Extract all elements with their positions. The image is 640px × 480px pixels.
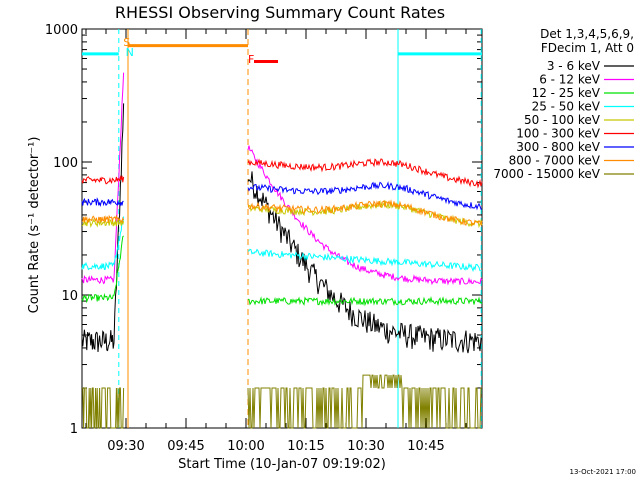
legend-label: 7000 - 15000 keV <box>493 167 600 181</box>
series-line-post <box>247 158 483 189</box>
legend-header-1: Det 1,3,4,5,6,9, <box>540 27 634 41</box>
series-line-pre <box>81 197 124 208</box>
y-tick-label: 1 <box>70 422 78 437</box>
saa-start-label: S <box>123 36 130 49</box>
series-line-post <box>247 181 483 211</box>
series-line-pre <box>82 387 125 429</box>
y-tick-label: 100 <box>53 156 78 171</box>
legend-label: 50 - 100 keV <box>524 113 601 127</box>
series-line-post <box>247 199 483 227</box>
x-tick-label: 09:45 <box>167 439 204 454</box>
y-tick-label: 1000 <box>45 23 78 38</box>
legend-header-2: FDecim 1, Att 0 <box>541 41 634 55</box>
series-line-pre <box>81 175 125 185</box>
series-line-pre <box>81 216 125 271</box>
legend-label: 12 - 25 keV <box>532 86 601 100</box>
y-axis-label: Count Rate (s⁻¹ detector⁻¹) <box>27 137 42 314</box>
plot-area: 1 10 100 1000 09:30 09:45 10:00 10:15 10:30 10:45… <box>45 23 483 454</box>
series-line-post <box>247 248 482 273</box>
legend: Det 1,3,4,5,6,9, FDecim 1, Att 0 3 - 6 k… <box>493 27 634 181</box>
x-tick-label: 09:30 <box>107 439 144 454</box>
footer-date: 13-Oct-2021 17:00 <box>570 468 636 476</box>
legend-label: 3 - 6 keV <box>547 59 601 73</box>
legend-label: 800 - 7000 keV <box>509 154 601 168</box>
x-tick-label: 10:30 <box>347 439 384 454</box>
chart-title: RHESSI Observing Summary Count Rates <box>115 3 445 22</box>
legend-label: 100 - 300 keV <box>516 127 600 141</box>
x-axis-label: Start Time (10-Jan-07 09:19:02) <box>178 457 386 472</box>
series-line-post <box>247 296 483 307</box>
series-line-post <box>247 374 482 429</box>
series-line-pre <box>82 214 125 224</box>
series-line-post <box>247 171 483 354</box>
night-label: N <box>126 46 134 59</box>
plot-frame <box>81 28 483 429</box>
series-line-pre <box>81 103 125 353</box>
legend-label: 300 - 800 keV <box>516 140 600 154</box>
series-line-pre <box>81 235 124 304</box>
x-tick-label: 10:45 <box>407 439 444 454</box>
legend-label: 6 - 12 keV <box>539 73 601 87</box>
legend-label: 25 - 50 keV <box>532 100 601 114</box>
y-tick-label: 10 <box>61 289 78 304</box>
flare-label: F <box>248 53 254 66</box>
x-tick-label: 10:00 <box>227 439 264 454</box>
series-line-pre <box>81 72 125 285</box>
x-tick-label: 10:15 <box>287 439 324 454</box>
